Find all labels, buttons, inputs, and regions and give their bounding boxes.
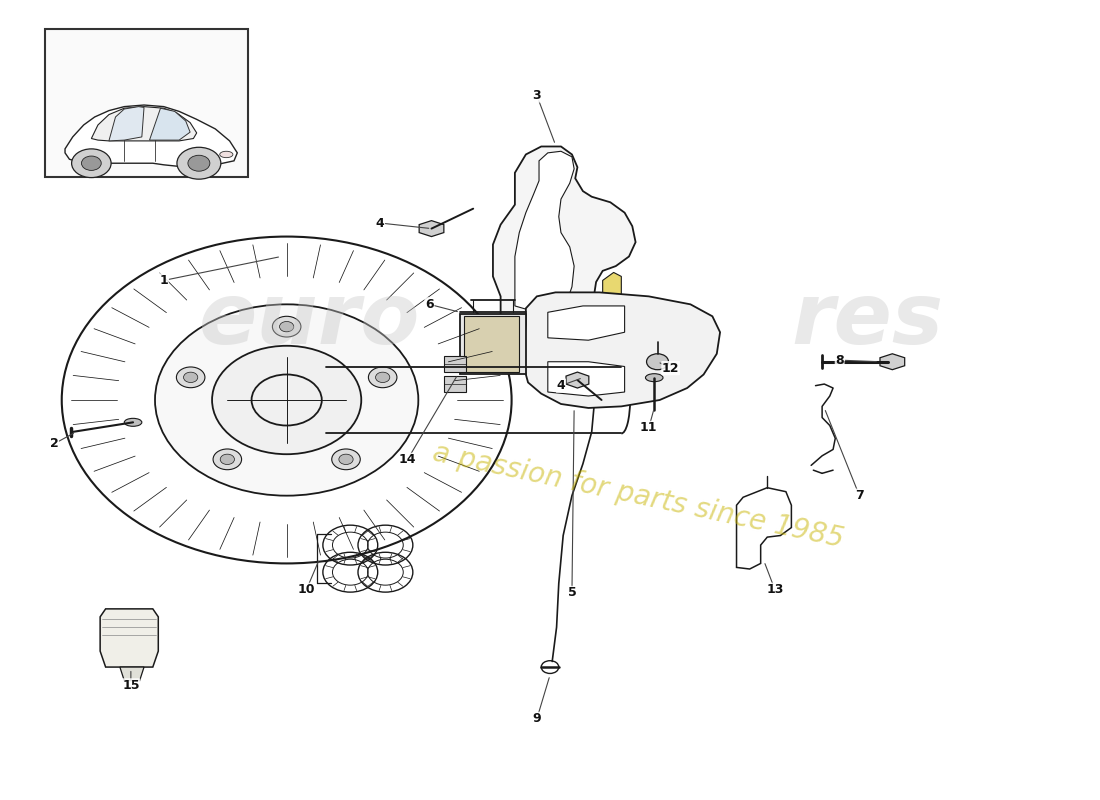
Text: 10: 10 <box>298 583 316 596</box>
Polygon shape <box>464 316 519 372</box>
Ellipse shape <box>176 367 205 388</box>
Text: 14: 14 <box>398 454 416 466</box>
Polygon shape <box>91 106 197 141</box>
Text: res: res <box>791 278 944 362</box>
Polygon shape <box>460 314 526 374</box>
Polygon shape <box>109 106 144 141</box>
Polygon shape <box>493 146 636 320</box>
Ellipse shape <box>332 449 361 470</box>
Polygon shape <box>120 667 144 681</box>
Text: a passion for parts since 1985: a passion for parts since 1985 <box>430 438 846 553</box>
Ellipse shape <box>368 367 397 388</box>
Ellipse shape <box>273 316 301 337</box>
Polygon shape <box>603 273 622 306</box>
Ellipse shape <box>124 418 142 426</box>
Polygon shape <box>150 108 190 140</box>
Polygon shape <box>65 105 238 166</box>
Text: 8: 8 <box>835 354 844 366</box>
Polygon shape <box>880 354 904 370</box>
Polygon shape <box>100 609 158 667</box>
Text: 3: 3 <box>532 89 541 102</box>
Text: 4: 4 <box>557 379 565 392</box>
Ellipse shape <box>212 346 361 454</box>
Ellipse shape <box>184 372 198 382</box>
Ellipse shape <box>339 454 353 465</box>
Ellipse shape <box>155 304 418 496</box>
Polygon shape <box>443 376 465 392</box>
Circle shape <box>81 156 101 170</box>
Polygon shape <box>419 221 444 237</box>
Polygon shape <box>566 372 588 388</box>
Circle shape <box>188 155 210 171</box>
Polygon shape <box>515 151 574 312</box>
Bar <box>45 30 249 177</box>
Text: 15: 15 <box>122 679 140 692</box>
Ellipse shape <box>220 151 233 158</box>
Ellipse shape <box>647 354 669 370</box>
Text: euro: euro <box>199 278 420 362</box>
Polygon shape <box>548 306 625 340</box>
Text: 1: 1 <box>160 274 168 287</box>
Polygon shape <box>524 292 721 408</box>
Text: 12: 12 <box>662 362 680 374</box>
Polygon shape <box>548 362 625 396</box>
Text: 9: 9 <box>532 712 541 726</box>
Text: 11: 11 <box>640 422 658 434</box>
Text: 5: 5 <box>568 586 576 599</box>
Ellipse shape <box>646 374 663 382</box>
Text: 13: 13 <box>767 583 783 596</box>
Circle shape <box>177 147 221 179</box>
Ellipse shape <box>279 322 294 332</box>
Text: 6: 6 <box>425 298 433 311</box>
Ellipse shape <box>375 372 389 382</box>
Text: 7: 7 <box>855 489 864 502</box>
Ellipse shape <box>220 454 234 465</box>
Ellipse shape <box>213 449 242 470</box>
Circle shape <box>72 149 111 178</box>
Polygon shape <box>443 356 465 372</box>
Text: 4: 4 <box>375 217 384 230</box>
Text: 2: 2 <box>50 438 58 450</box>
